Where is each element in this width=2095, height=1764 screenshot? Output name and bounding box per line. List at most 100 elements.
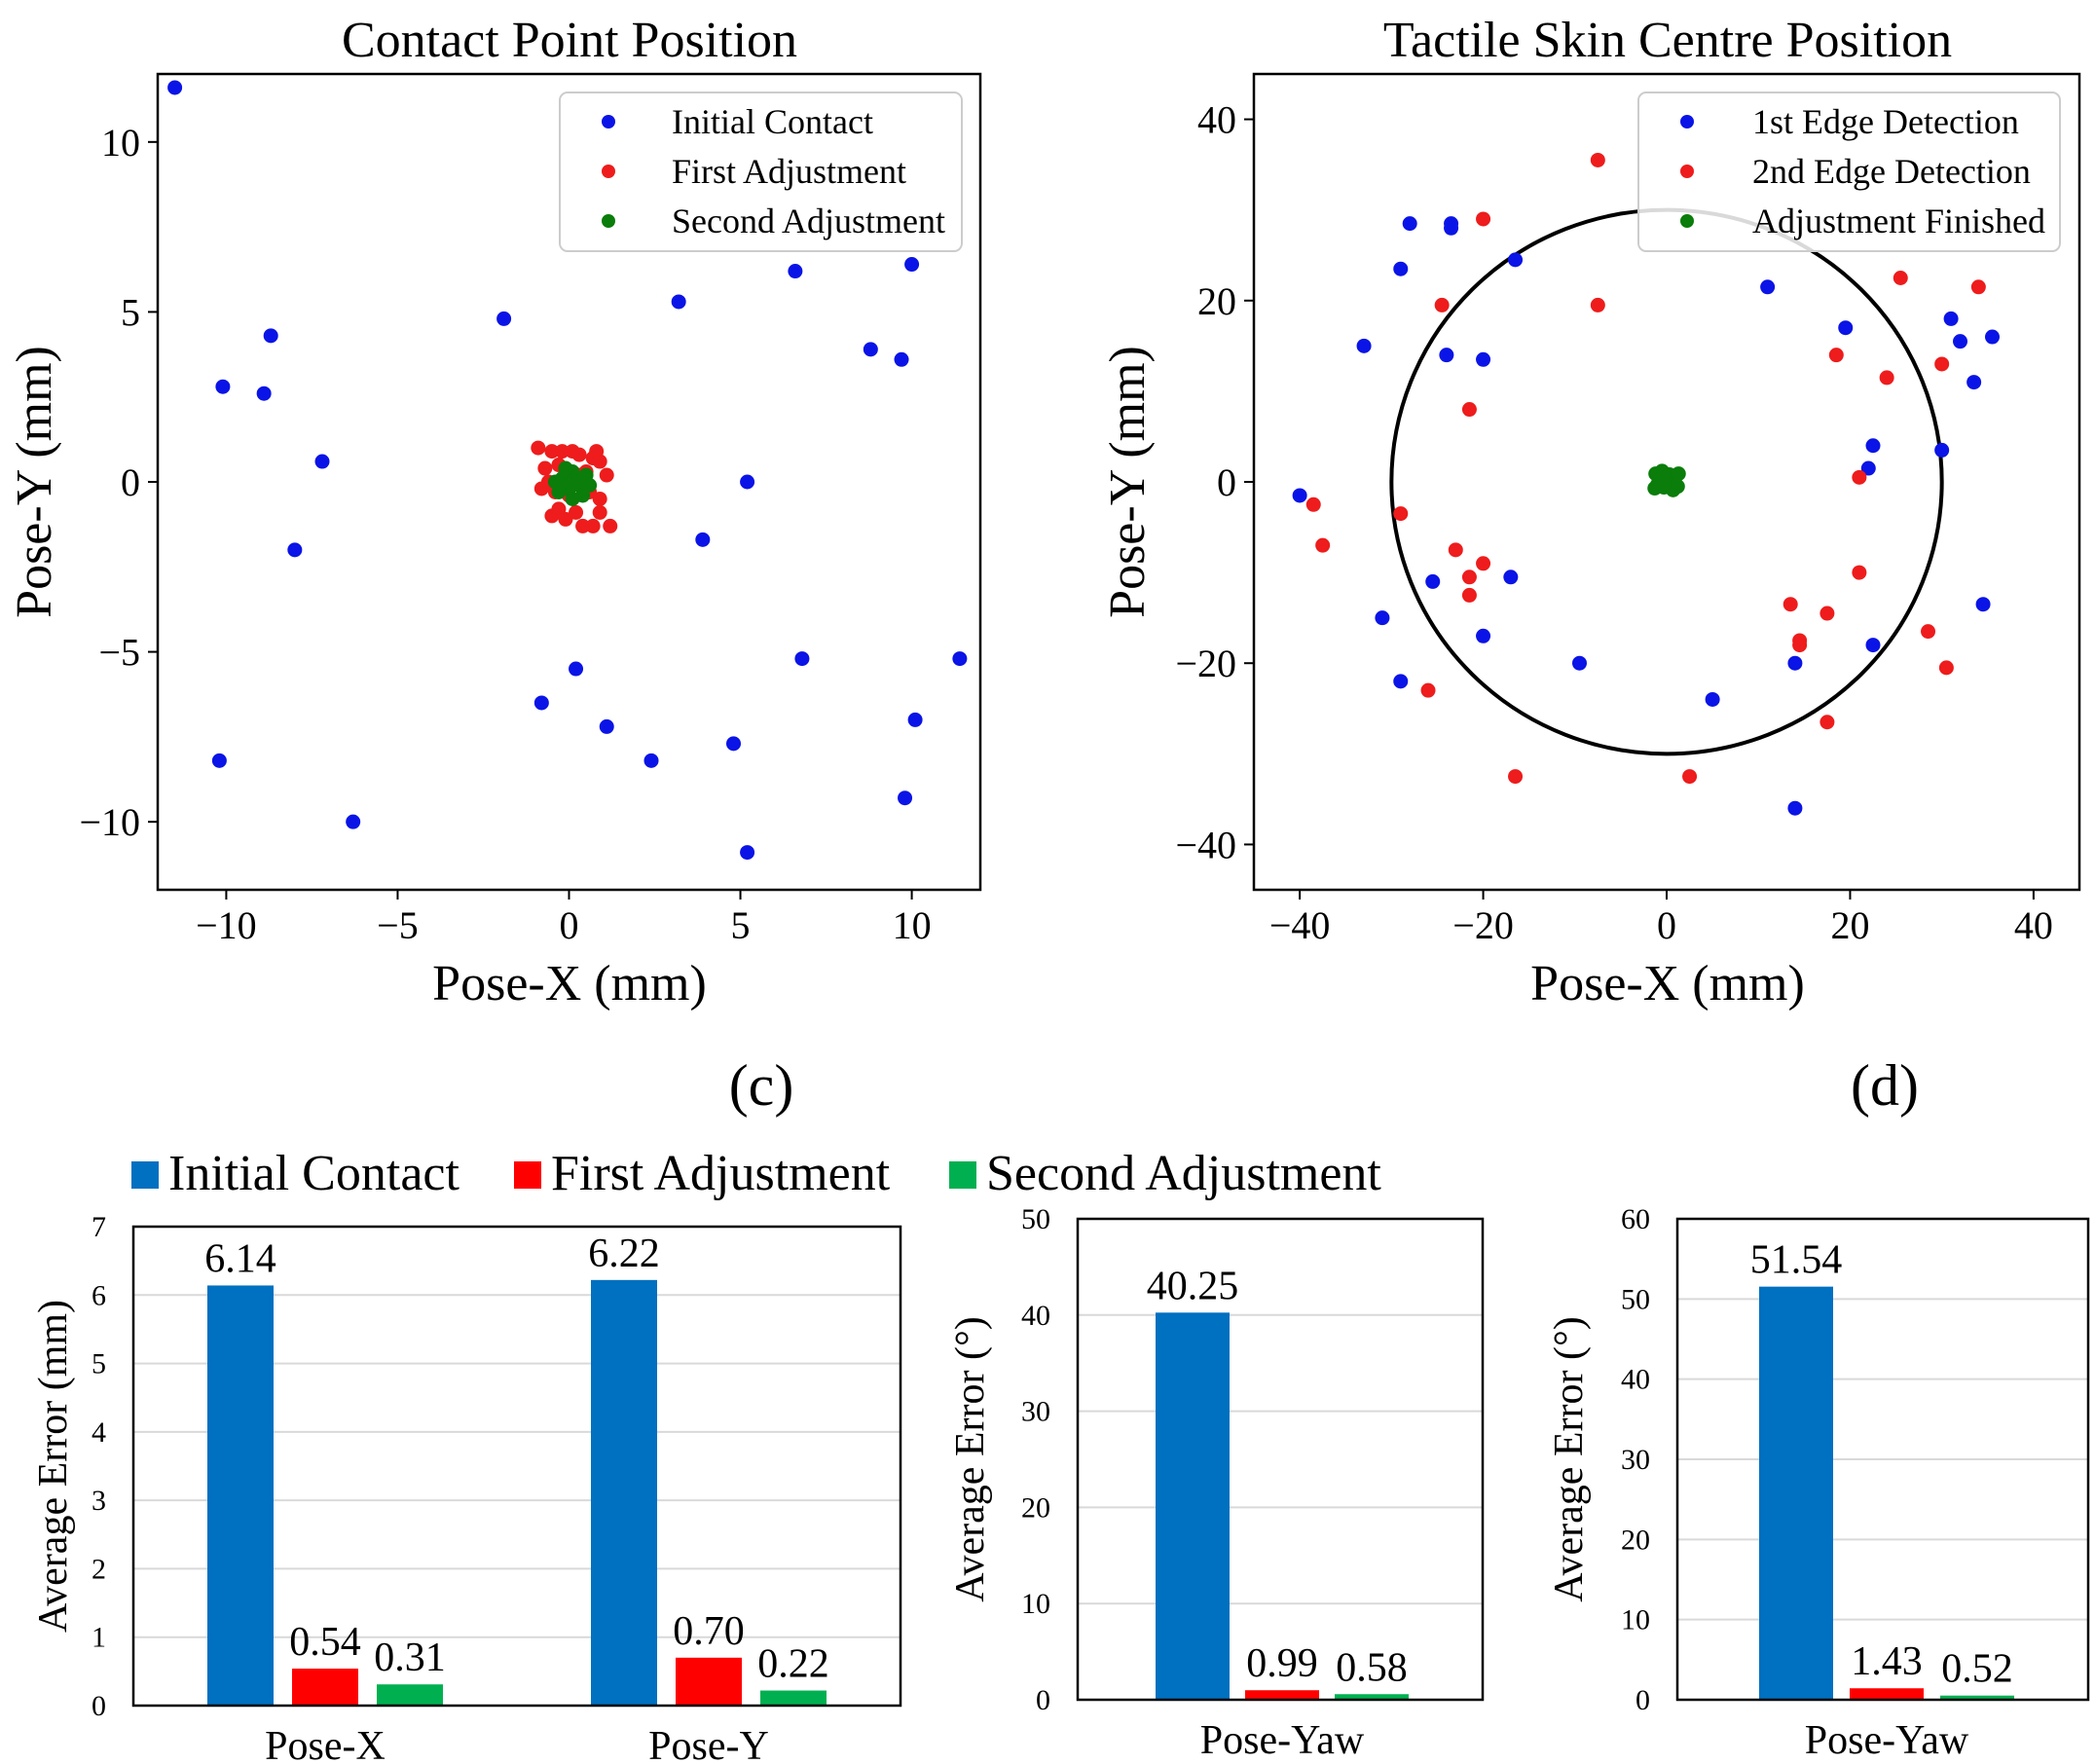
legend-label-initial-contact: Initial Contact [672,102,873,141]
point-initial-contact [167,80,183,95]
legend-marker-first-adjustment [602,165,615,178]
point-initial-contact [643,753,659,768]
point-2nd-edge-detection [1792,638,1808,653]
chart-title: Contact Point Position [342,13,797,68]
legend-label-first-adjustment: First Adjustment [672,152,906,191]
point-1st-edge-detection [1444,220,1459,236]
point-1st-edge-detection [1934,442,1950,458]
y-axis-label: Average Error (°) [948,1316,993,1602]
point-1st-edge-detection [1425,573,1441,589]
y-tick-label: 0 [1036,1684,1050,1716]
point-initial-contact [263,328,278,344]
y-axis-label: Pose-Y (mm) [1100,346,1156,618]
point-second-adjustment [582,477,598,493]
y-tick-label: 40 [1621,1364,1650,1396]
point-first-adjustment [569,504,584,520]
point-2nd-edge-detection [1315,537,1331,553]
point-1st-edge-detection [1705,691,1720,707]
point-2nd-edge-detection [1819,715,1835,730]
y-tick-label: 0 [92,1690,106,1722]
point-2nd-edge-detection [1828,348,1844,363]
category-label-pose-y: Pose-Y [648,1724,769,1764]
point-initial-contact [863,342,878,357]
position-error-bar-chart: 6.14 0.54 0.31 6.22 0.70 0.22 0 1 2 3 4 5 6 7 Pose-X… [31,1211,902,1764]
x-axis-label: Pose-X (mm) [432,956,707,1011]
yaw-error-bar-chart-d: 51.54 1.43 0.52 0 10 20 30 40 50 60 Pose-Yaw Ave… [1547,1203,2090,1763]
bar-value-label: 6.22 [588,1231,660,1276]
point-first-adjustment [575,518,591,533]
point-2nd-edge-detection [1448,542,1463,558]
panel-label-d: (d) [1851,1053,1919,1118]
y-axis-label: Average Error (°) [1547,1316,1592,1602]
y-tick-label: 50 [1021,1203,1050,1235]
legend-swatch-second-adjustment [949,1161,976,1189]
y-tick-label: −5 [98,631,140,675]
legend: Initial Contact First Adjustment Second … [559,92,963,252]
point-initial-contact [569,661,584,677]
legend-marker-adjustment-finished [1680,214,1694,228]
point-2nd-edge-detection [1508,769,1524,785]
y-tick-label: 0 [1217,460,1236,504]
point-1st-edge-detection [1393,674,1409,689]
point-1st-edge-detection [1393,261,1409,276]
point-1st-edge-detection [1760,279,1776,295]
point-initial-contact [211,753,227,768]
y-tick-label: 40 [1197,98,1236,142]
y-tick-label: −20 [1175,642,1236,685]
bar-first-adjustment-pose-x [292,1669,358,1706]
bar-chart-legend: Initial Contact First Adjustment Second … [131,1146,1381,1201]
point-2nd-edge-detection [1852,469,1867,485]
point-first-adjustment [531,440,546,456]
y-tick-label: 2 [92,1553,106,1585]
point-initial-contact [726,736,741,752]
point-1st-edge-detection [1571,655,1587,671]
y-tick-label: 20 [1021,1491,1050,1524]
point-first-adjustment [603,518,618,533]
point-2nd-edge-detection [1461,402,1477,418]
y-tick-label: −10 [79,800,140,844]
point-2nd-edge-detection [1879,370,1894,386]
y-axis-label: Pose-Y (mm) [7,346,62,618]
bar-value-label: 0.54 [289,1620,361,1665]
point-initial-contact [898,790,913,806]
point-2nd-edge-detection [1393,506,1409,522]
point-second-adjustment [569,474,584,490]
y-tick-label: 5 [121,290,140,334]
point-2nd-edge-detection [1682,769,1698,785]
point-2nd-edge-detection [1461,570,1477,585]
bar-first-adjustment-pose-y [676,1657,742,1706]
yaw-error-bar-chart-c: 40.25 0.99 0.58 0 10 20 30 40 50 Pose-Yaw Avera… [948,1203,1485,1763]
contact-point-scatter-chart: Contact Point Position −10 −5 0 5 10 10 5 0 −5 −… [7,13,982,1011]
point-1st-edge-detection [1402,216,1417,232]
legend-box [559,92,963,252]
y-tick-label: 30 [1621,1444,1650,1476]
point-2nd-edge-detection [1590,297,1605,312]
point-1st-edge-detection [1953,334,1968,349]
legend-swatch-first-adjustment [514,1161,541,1189]
point-2nd-edge-detection [1420,682,1436,698]
x-tick-label: 5 [731,903,751,947]
point-first-adjustment [544,444,560,459]
point-second-adjustment [558,460,573,476]
legend-box [1637,92,2061,252]
point-initial-contact [952,651,968,667]
point-2nd-edge-detection [1305,496,1321,512]
point-1st-edge-detection [1439,348,1454,363]
plot-frame [1076,1217,1485,1702]
legend-label-second-adjustment: Second Adjustment [986,1146,1381,1201]
skin-centre-scatter-chart: Tactile Skin Centre Position −40 −20 0 20 40… [1100,13,2081,1011]
bar-first-adjustment-pose-yaw [1245,1690,1319,1700]
bar-value-label: 51.54 [1750,1238,1843,1283]
bar-initial-contact-pose-yaw [1156,1312,1230,1700]
point-initial-contact [256,386,272,401]
point-initial-contact [287,542,303,558]
point-2nd-edge-detection [1783,597,1798,612]
point-first-adjustment [571,447,587,462]
point-adjustment-finished [1671,466,1686,482]
legend-marker-second-adjustment [602,214,615,228]
point-1st-edge-detection [1966,375,1982,390]
point-1st-edge-detection [1984,329,2000,345]
legend-marker-1st-edge-detection [1680,115,1694,129]
point-initial-contact [314,454,330,469]
point-second-adjustment [565,491,580,506]
